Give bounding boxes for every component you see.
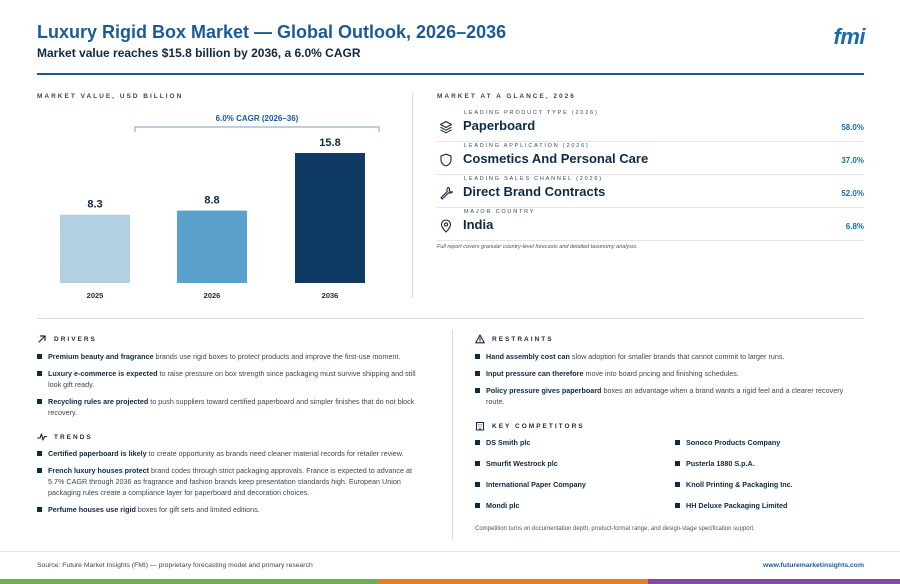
competitor-item: International Paper Company (475, 480, 586, 489)
wrench-icon (440, 186, 453, 200)
glance-row-sales-channel: LEADING SALES CHANNEL (2026) Direct Bran… (437, 176, 864, 208)
trend-item: French luxury houses protect brand codes… (37, 465, 427, 498)
glance-caption: LEADING PRODUCT TYPE (2026) (464, 110, 599, 116)
driver-item: Premium beauty and fragrance brands use … (37, 351, 427, 362)
competitor-item: Smurfit Westrock plc (475, 459, 558, 468)
glance-row-major-country: MAJOR COUNTRY India 6.8% (437, 209, 864, 241)
glance-caption: LEADING SALES CHANNEL (2026) (464, 176, 603, 182)
bar-2025 (60, 214, 130, 283)
trends-title: TRENDS (54, 433, 93, 441)
bar-2036 (295, 153, 365, 283)
competitor-item: Pusterla 1880 S.p.A. (675, 459, 755, 468)
market-value-chart: 8.3 2025 8.8 2026 15.8 2036 6.0% CAGR (2026–36… (60, 114, 380, 300)
website-link[interactable]: www.futuremarketinsights.com (763, 562, 864, 569)
x-tick-label: 2026 (204, 291, 221, 300)
fmi-logo[interactable]: fmi (833, 24, 866, 49)
drivers-title: DRIVERS (54, 335, 97, 343)
page-subtitle: Market value reaches $15.8 billion by 20… (37, 46, 361, 60)
competitor-item: Sonoco Products Company (675, 438, 780, 447)
competitors-note: Competition turns on documentation depth… (475, 526, 755, 532)
glance-share: 58.0% (841, 123, 864, 132)
trends-list: Certified paperboard is likely to create… (37, 448, 427, 521)
glance-value: India (463, 217, 494, 232)
glance-share: 52.0% (841, 189, 864, 198)
section-divider (412, 93, 413, 298)
warning-triangle-icon (475, 334, 485, 344)
restraints-header: RESTRAINTS (475, 334, 554, 344)
drivers-list: Premium beauty and fragrance brands use … (37, 351, 427, 424)
drivers-header: DRIVERS (37, 334, 97, 344)
trend-line-icon (37, 433, 47, 441)
bar-2026 (177, 210, 247, 283)
data-label: 15.8 (319, 137, 340, 149)
footer-rule (0, 551, 900, 552)
restraint-item: Hand assembly cost can slow adoption for… (475, 351, 855, 362)
data-label: 8.8 (204, 195, 219, 207)
cagr-annotation: 6.0% CAGR (2026–36) (216, 114, 299, 123)
competitor-item: DS Smith plc (475, 438, 530, 447)
glance-share: 6.8% (845, 222, 864, 231)
glance-caption: MAJOR COUNTRY (464, 209, 536, 215)
data-label: 8.3 (87, 199, 102, 211)
restraints-list: Hand assembly cost can slow adoption for… (475, 351, 855, 413)
trends-header: TRENDS (37, 432, 93, 442)
glance-row-application: LEADING APPLICATION (2026) Cosmetics And… (437, 143, 864, 175)
header-rule (37, 73, 864, 75)
shield-icon (440, 153, 452, 167)
glance-value: Direct Brand Contracts (463, 184, 606, 199)
footer-color-bar (0, 579, 900, 584)
glance-note: Full report covers granular country-leve… (437, 244, 638, 250)
color-bar-segment (0, 579, 378, 584)
restraint-item: Input pressure can therefore move into b… (475, 368, 855, 379)
chart-section-label: MARKET VALUE, USD BILLION (37, 93, 184, 100)
competitors-header: KEY COMPETITORS (475, 421, 585, 431)
source-note: Source: Future Market Insights (FMI) — p… (37, 562, 313, 569)
competitor-item: HH Deluxe Packaging Limited (675, 501, 787, 510)
trend-item: Certified paperboard is likely to create… (37, 448, 427, 459)
restraint-item: Policy pressure gives paperboard boxes a… (475, 385, 855, 407)
section-divider-horizontal (37, 318, 864, 319)
trend-item: Perfume houses use rigid boxes for gift … (37, 504, 427, 515)
arrow-up-right-icon (38, 335, 46, 343)
map-pin-icon (440, 219, 452, 233)
x-tick-label: 2025 (87, 291, 104, 300)
driver-item: Luxury e-commerce is expected to raise p… (37, 368, 427, 390)
competitor-item: Knoll Printing & Packaging Inc. (675, 480, 793, 489)
glance-share: 37.0% (841, 156, 864, 165)
restraints-title: RESTRAINTS (492, 335, 554, 343)
color-bar-segment (378, 579, 648, 584)
driver-item: Recycling rules are projected to push su… (37, 396, 427, 418)
cagr-bracket (134, 126, 380, 132)
building-icon (476, 422, 484, 431)
glance-section-label: MARKET AT A GLANCE, 2026 (437, 93, 576, 100)
page-title: Luxury Rigid Box Market — Global Outlook… (37, 22, 507, 42)
glance-caption: LEADING APPLICATION (2026) (464, 143, 590, 149)
layers-icon (439, 120, 453, 134)
section-divider-lower (452, 330, 453, 540)
x-tick-label: 2036 (322, 291, 339, 300)
glance-value: Cosmetics And Personal Care (463, 151, 649, 166)
color-bar-segment (648, 579, 900, 584)
glance-row-product-type: LEADING PRODUCT TYPE (2026) Paperboard 5… (437, 110, 864, 142)
competitors-title: KEY COMPETITORS (492, 422, 585, 430)
competitor-item: Mondi plc (475, 501, 520, 510)
glance-value: Paperboard (463, 118, 536, 133)
